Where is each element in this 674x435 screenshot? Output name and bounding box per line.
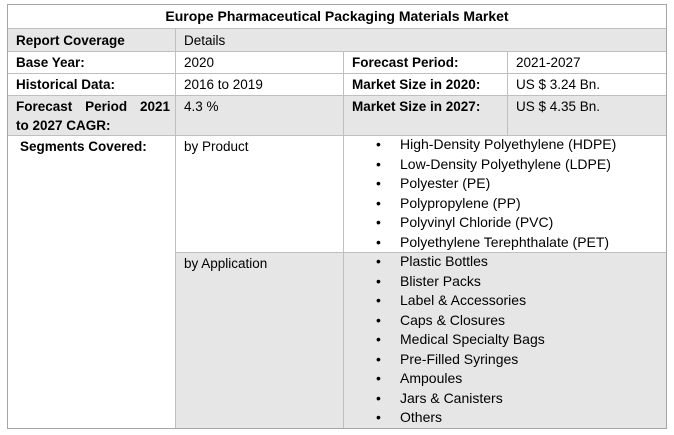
market-size-2027-value: US $ 4.35 Bn. [508, 95, 666, 135]
list-item-text: Polyvinyl Chloride (PVC) [400, 214, 554, 230]
list-item: • Polyester (PE) [344, 174, 666, 194]
cagr-label-line1: Forecast Period 2021 [16, 99, 170, 114]
grid-line [507, 51, 508, 135]
list-item-text: Low-Density Polyethylene (LDPE) [400, 155, 611, 172]
by-product-list-cell: • High-Density Polyethylene (HDPE) • Low-De… [344, 135, 666, 252]
list-item-text: Pre-Filled Syringes [400, 350, 519, 367]
list-item: • Polypropylene (PP) [344, 194, 666, 214]
forecast-period-label: Forecast Period: [352, 55, 459, 70]
bullet-icon: • [376, 214, 381, 230]
grid-line [8, 51, 666, 52]
list-item: • Pre-Filled Syringes [344, 350, 666, 370]
bullet-icon: • [376, 331, 381, 347]
by-application-list: • Plastic Bottles • Blister Packs • Label & A… [344, 252, 666, 428]
list-item: • Others [344, 408, 666, 428]
list-item: • Low-Density Polyethylene (LDPE) [344, 155, 666, 175]
bullet-icon: • [376, 311, 381, 328]
list-item-text: Plastic Bottles [400, 253, 488, 269]
list-item-text: Polyethylene Terephthalate (PET) [400, 233, 610, 250]
bullet-icon: • [376, 272, 381, 289]
bullet-icon: • [376, 194, 381, 211]
bullet-icon: • [376, 155, 381, 172]
cagr-label-line2: to 2027 CAGR: [16, 118, 111, 133]
grid-line [8, 73, 666, 74]
bullet-icon: • [376, 253, 381, 269]
by-application-list-cell: • Plastic Bottles • Blister Packs • Label & A… [344, 252, 666, 428]
historical-data-label: Historical Data: [16, 77, 116, 92]
list-item: • Caps & Closures [344, 311, 666, 331]
grid-line [8, 135, 666, 136]
list-item-text: Ampoules [400, 370, 463, 386]
forecast-period-value: 2021-2027 [516, 55, 581, 70]
bullet-icon: • [376, 370, 381, 386]
list-item-text: Others [400, 409, 443, 425]
list-item-text: Blister Packs [400, 272, 481, 289]
list-item: • Plastic Bottles [344, 252, 666, 272]
list-item: • Ampoules [344, 369, 666, 389]
base-year-value: 2020 [184, 55, 215, 70]
header-report-coverage: Report Coverage [8, 29, 176, 51]
bullet-icon: • [376, 389, 381, 406]
cagr-value: 4.3 % [176, 95, 344, 135]
bullet-icon: • [376, 175, 381, 191]
cagr-label: Forecast Period 2021 to 2027 CAGR: [8, 95, 176, 135]
list-item-text: Caps & Closures [400, 311, 506, 328]
list-item: • Medical Specialty Bags [344, 330, 666, 350]
table-title: Europe Pharmaceutical Packaging Material… [165, 8, 509, 24]
market-size-2020-value: US $ 3.24 Bn. [516, 77, 601, 92]
report-table: Europe Pharmaceutical Packaging Material… [7, 4, 667, 429]
list-item-text: Polypropylene (PP) [400, 194, 521, 211]
bullet-icon: • [376, 292, 381, 308]
list-item-text: High-Density Polyethylene (HDPE) [400, 136, 617, 152]
list-item: • High-Density Polyethylene (HDPE) [344, 135, 666, 155]
list-item: • Jars & Canisters [344, 389, 666, 409]
list-item-text: Jars & Canisters [400, 389, 503, 406]
list-item-text: Medical Specialty Bags [400, 331, 545, 347]
market-size-2020-label: Market Size in 2020: [352, 77, 481, 92]
grid-line [176, 252, 666, 253]
list-item-text: Polyester (PE) [400, 175, 491, 191]
segments-label: Segments Covered: [20, 139, 147, 154]
grid-line [175, 29, 176, 428]
list-item: • Polyvinyl Chloride (PVC) [344, 213, 666, 233]
historical-data-value: 2016 to 2019 [184, 77, 263, 92]
by-product-list: • High-Density Polyethylene (HDPE) • Low-De… [344, 135, 666, 252]
bullet-icon: • [376, 409, 381, 425]
bullet-icon: • [376, 136, 381, 152]
bullet-icon: • [376, 350, 381, 367]
list-item: • Polyethylene Terephthalate (PET) [344, 233, 666, 253]
by-product-label: by Product [184, 139, 249, 154]
header-details: Details [176, 29, 666, 51]
grid-line [343, 51, 344, 428]
list-item-text: Label & Accessories [400, 292, 527, 308]
base-year-label: Base Year: [16, 55, 85, 70]
grid-line [8, 95, 666, 96]
grid-line [8, 28, 666, 29]
list-item: • Label & Accessories [344, 291, 666, 311]
bullet-icon: • [376, 233, 381, 250]
market-size-2027-label: Market Size in 2027: [344, 95, 508, 135]
by-application-label: by Application [176, 252, 344, 428]
list-item: • Blister Packs [344, 272, 666, 292]
